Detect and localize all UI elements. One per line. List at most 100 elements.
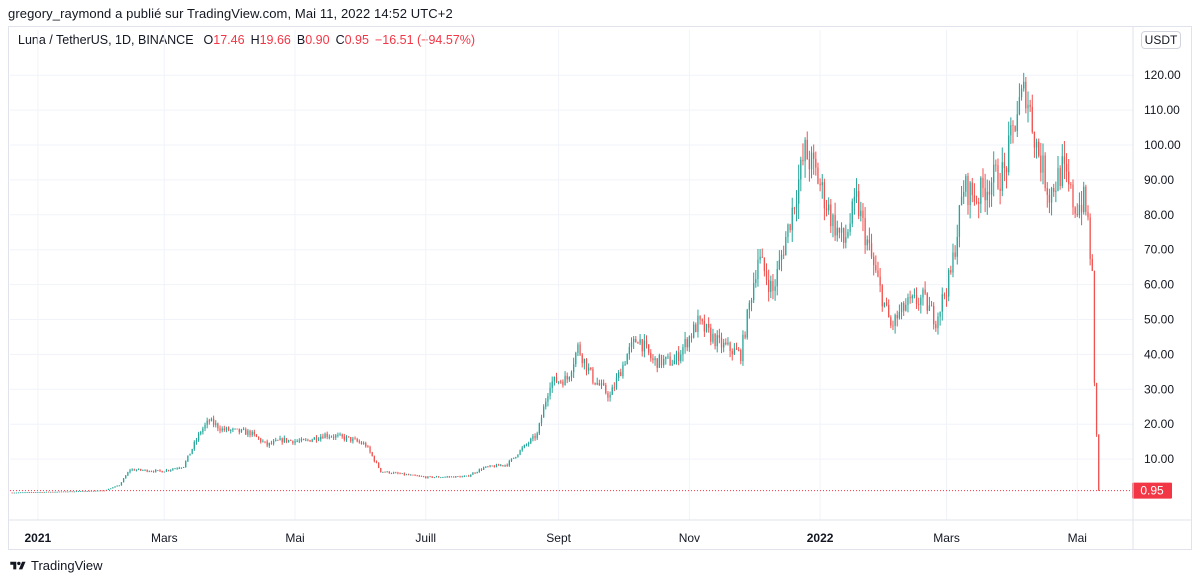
candle-body <box>999 188 1001 191</box>
candle-body <box>881 285 883 307</box>
candle-body <box>1063 156 1066 164</box>
candle-body <box>898 312 901 319</box>
candle-body <box>609 394 611 398</box>
candle-body <box>630 342 633 348</box>
candle-body <box>1018 97 1021 115</box>
candle-body <box>77 491 80 493</box>
candle-body <box>903 303 905 311</box>
candle-body <box>853 196 856 202</box>
candle-body <box>699 315 701 320</box>
candle-body <box>427 476 429 479</box>
candle-body <box>131 469 133 471</box>
candle-body <box>219 428 221 431</box>
candle-body <box>341 434 343 437</box>
candle-body <box>911 295 913 299</box>
candle-body <box>1044 155 1046 189</box>
candle-body <box>836 227 838 236</box>
last-price-badge <box>1132 482 1172 499</box>
candle-body <box>778 260 781 270</box>
candle-body <box>575 352 577 365</box>
candle-body <box>845 237 847 243</box>
currency-button[interactable]: USDT <box>1141 31 1181 49</box>
candle-body <box>536 433 538 439</box>
candle-body <box>519 450 521 455</box>
candle-body <box>900 303 903 313</box>
candle-body <box>851 201 853 224</box>
time-tick-label: 2021 <box>25 531 52 545</box>
candle-body <box>125 475 127 479</box>
candle-body <box>11 492 13 494</box>
candle-body <box>283 438 285 443</box>
candle-body <box>532 436 534 439</box>
candle-body <box>313 437 315 440</box>
candle-body <box>204 424 206 429</box>
brand-label[interactable]: TradingView <box>31 558 103 573</box>
candle-body <box>1048 194 1051 203</box>
candle-body <box>1038 141 1040 156</box>
candle-body <box>279 438 281 441</box>
candle-body <box>112 487 114 489</box>
candle-body <box>161 470 163 473</box>
time-tick-label: Mai <box>1068 531 1087 545</box>
candle-body <box>129 470 131 473</box>
candle-body <box>414 474 416 476</box>
candle-body <box>562 381 564 386</box>
candle-body <box>967 176 969 206</box>
candle-body <box>251 431 253 436</box>
candle-body <box>538 423 540 434</box>
candles <box>11 72 1100 494</box>
candle-body <box>474 472 476 474</box>
candle-body <box>339 434 341 436</box>
candle-body <box>210 418 213 422</box>
candle-body <box>693 324 695 338</box>
candle-body <box>748 302 751 310</box>
candle-body <box>960 196 963 206</box>
candle-body <box>1080 204 1083 213</box>
chart-frame[interactable] <box>8 26 1192 550</box>
candle-body <box>82 490 84 492</box>
candle-body <box>684 339 686 348</box>
candle-body <box>101 490 103 492</box>
candle-body <box>395 472 397 474</box>
tradingview-logo-icon <box>10 561 26 569</box>
candle-body <box>635 338 637 343</box>
candle-body <box>890 317 892 326</box>
candle-body <box>954 252 956 257</box>
candle-body <box>335 435 337 438</box>
candle-body <box>990 182 993 195</box>
candle-body <box>690 336 693 338</box>
candle-body <box>133 469 135 471</box>
candle-body <box>197 433 200 441</box>
candle-body <box>397 472 399 474</box>
candle-body <box>840 228 843 233</box>
candle-body <box>945 295 948 297</box>
price-tick-label: 10.00 <box>1144 452 1174 466</box>
candle-body <box>425 476 427 479</box>
candle-body <box>650 352 652 359</box>
candle-body <box>373 456 375 462</box>
last-price-label: 0.95 <box>1140 484 1164 498</box>
candle-body <box>1029 104 1031 107</box>
candle-body <box>828 204 830 211</box>
candle-body <box>637 342 639 344</box>
candle-body <box>103 490 105 492</box>
candle-body <box>581 354 583 364</box>
candle-body <box>577 344 579 353</box>
candle-body <box>986 191 988 201</box>
candle-body <box>922 289 924 298</box>
candle-body <box>493 466 495 468</box>
candle-body <box>1033 132 1036 148</box>
candle-body <box>107 488 110 490</box>
candle-body <box>322 436 324 439</box>
candle-body <box>712 333 714 342</box>
candle-body <box>444 476 446 478</box>
candle-body <box>682 347 684 355</box>
candle-body <box>858 191 860 217</box>
candle-body <box>247 430 249 435</box>
candle-body <box>965 176 967 192</box>
candle-body <box>122 478 125 483</box>
candle-body <box>410 474 412 476</box>
candle-body <box>489 465 491 467</box>
candle-body <box>354 438 356 440</box>
candle-body <box>127 472 129 476</box>
